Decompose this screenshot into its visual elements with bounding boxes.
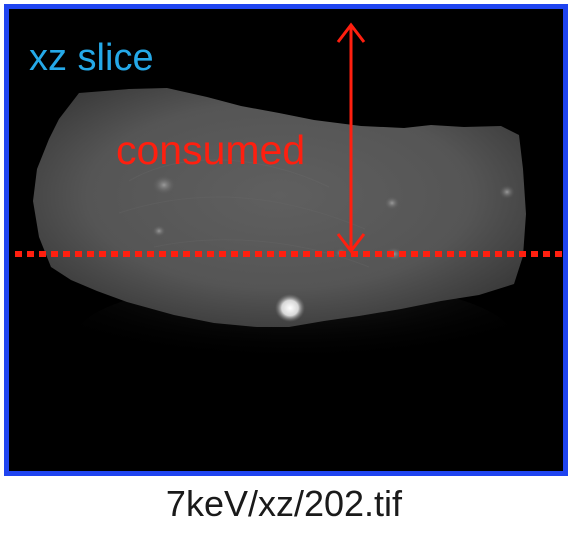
file-path-caption: 7keV/xz/202.tif bbox=[165, 483, 403, 524]
xz-slice-image-frame: xz slice consumed bbox=[4, 4, 568, 476]
xz-slice-image bbox=[9, 9, 563, 471]
double-headed-arrow-icon bbox=[336, 22, 366, 254]
sample-cross-section bbox=[33, 88, 526, 327]
consumed-label: consumed bbox=[116, 127, 306, 173]
slice-label: xz slice bbox=[29, 37, 154, 79]
